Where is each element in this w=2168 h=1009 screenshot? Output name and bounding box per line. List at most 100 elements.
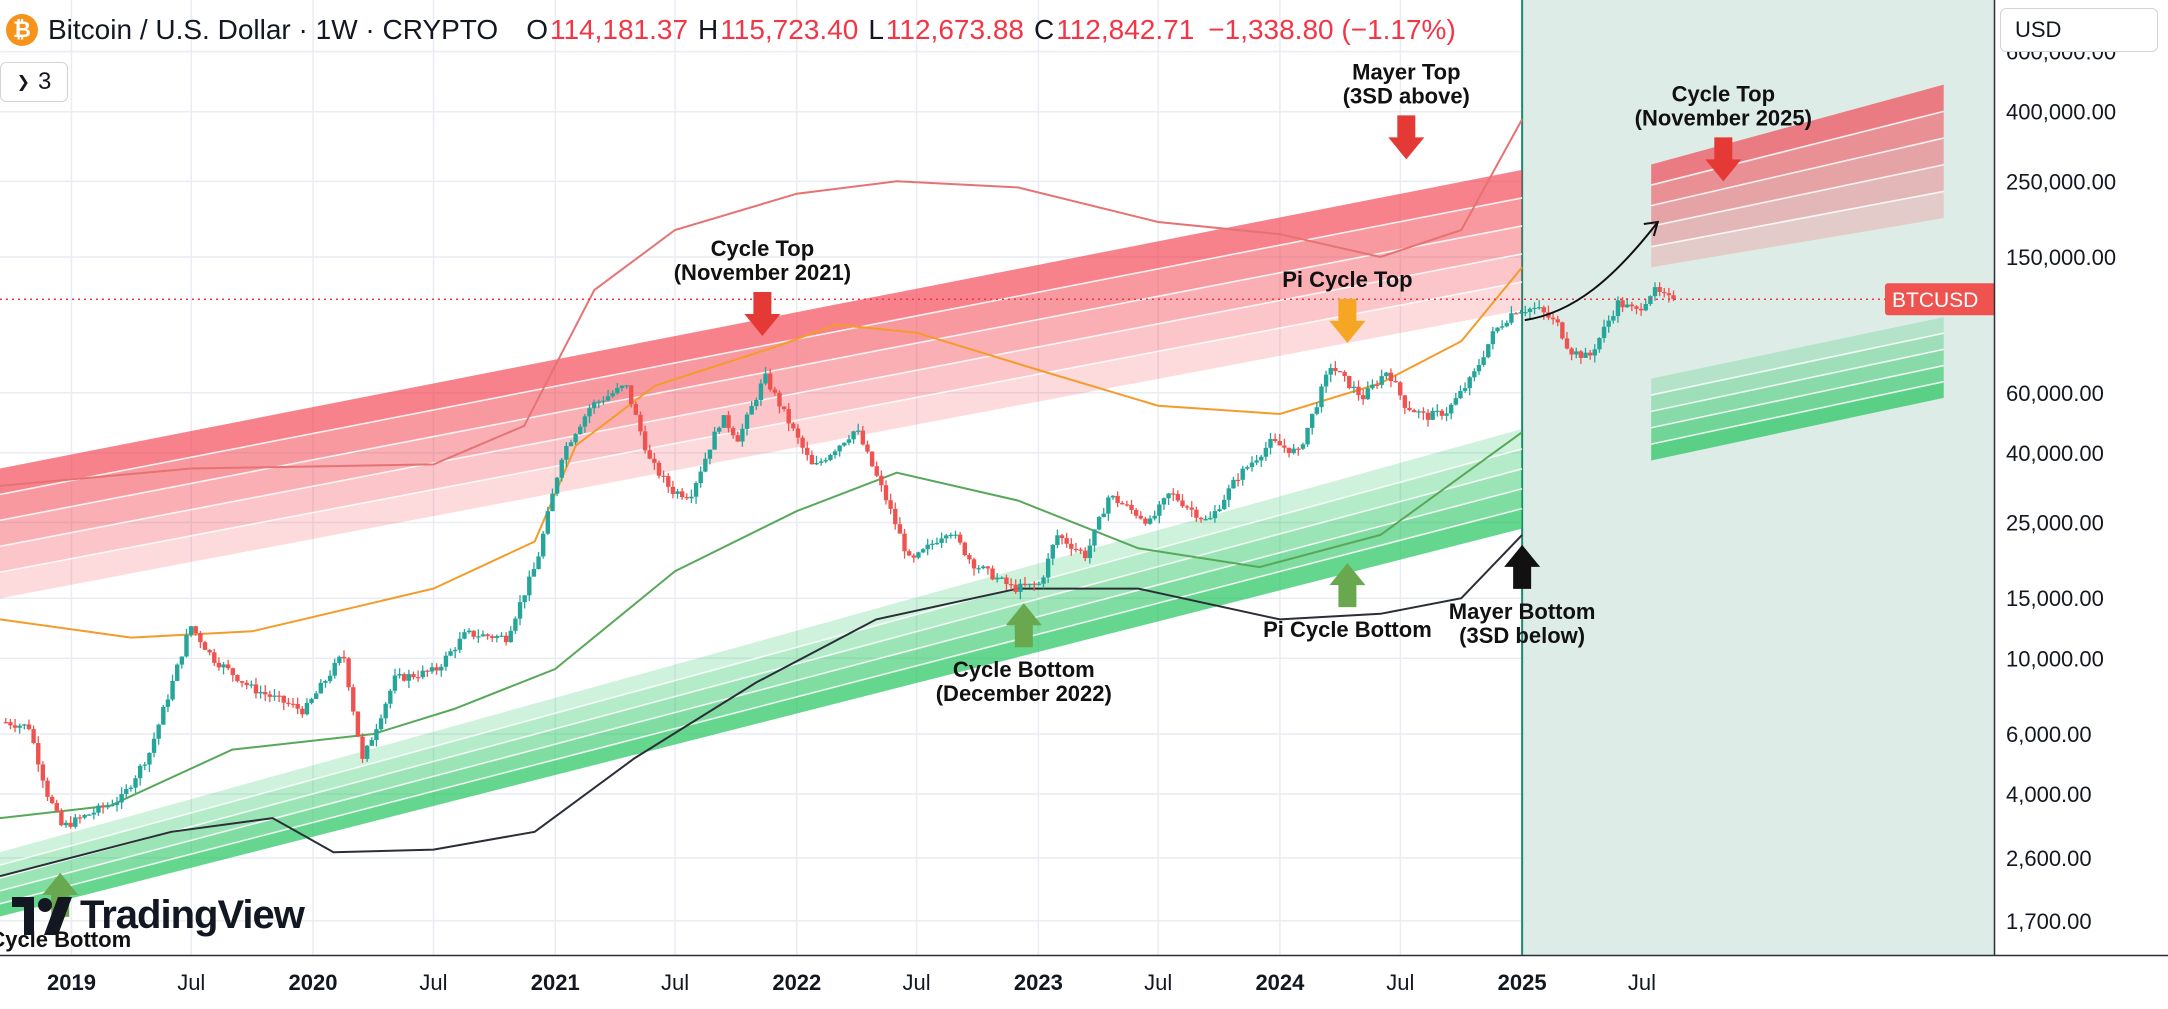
x-tick-label: 2023 (1014, 970, 1063, 995)
candle-body (503, 635, 509, 643)
candle-body (749, 406, 754, 415)
band-divider (0, 225, 1523, 522)
candle-body (1495, 327, 1500, 332)
candle-body (638, 414, 643, 432)
projection-arrow-line (1524, 221, 1659, 322)
change-value: −1,338.80 (−1.17%) (1208, 14, 1456, 45)
candle-body (327, 675, 333, 682)
candle-body (1184, 506, 1190, 508)
candle-body (619, 385, 625, 389)
candle-body (1286, 447, 1292, 454)
annotation-6: Mayer Bottom(3SD below) (1449, 544, 1596, 648)
candle-body (383, 703, 388, 719)
candle-body (573, 434, 578, 443)
candle-body (1439, 410, 1445, 416)
candle-body (652, 458, 657, 463)
candle-body (17, 725, 22, 728)
close-label: C (1033, 14, 1055, 45)
candle-body (601, 400, 606, 402)
candle-body (1027, 583, 1032, 586)
tradingview-logo[interactable]: TradingView (12, 893, 305, 938)
candle-body (1388, 372, 1394, 381)
candle-body (494, 636, 500, 638)
candle-body (161, 706, 166, 725)
y-tick-label: 15,000.00 (2006, 586, 2104, 611)
candle-body (188, 626, 194, 636)
candle-body (1226, 488, 1232, 500)
candle-body (392, 675, 398, 691)
candle-body (1421, 411, 1426, 413)
candle-body (721, 415, 727, 428)
candle-body (1133, 509, 1139, 516)
candle-body (1652, 287, 1658, 297)
candle-body (791, 423, 796, 429)
candle-body (221, 664, 226, 668)
candle-body (364, 745, 370, 759)
candle-body (1541, 307, 1547, 313)
annotation-label: Mayer Bottom (1449, 599, 1596, 624)
band-divider (1651, 380, 1944, 445)
candle-body (137, 765, 143, 779)
candle-body (874, 466, 879, 476)
candle-body (406, 674, 412, 681)
candle-body (230, 668, 236, 676)
candle-body (1212, 511, 1218, 519)
annotation-label: (November 2021) (674, 260, 851, 285)
candle-body (165, 699, 171, 707)
y-tick-label: 4,000.00 (2006, 782, 2092, 807)
high-value: 115,723.40 (720, 14, 859, 45)
tradingview-logo-icon (12, 896, 72, 935)
candle-body (999, 577, 1005, 579)
candle-body (425, 670, 430, 672)
candle-body (351, 687, 356, 712)
band-divider (1651, 364, 1944, 429)
annotation-1: Cycle Top(November 2021) (674, 236, 851, 337)
x-tick-label: 2024 (1255, 970, 1305, 995)
candle-body (1578, 351, 1584, 358)
open-label: O (526, 14, 548, 45)
band-divider (1651, 348, 1944, 413)
x-tick-label: 2019 (47, 970, 96, 995)
candle-body (263, 692, 268, 695)
candle-body (754, 400, 759, 407)
band-strip (1651, 333, 1944, 412)
candle-body (860, 430, 866, 445)
candle-body (119, 794, 124, 803)
candle-body (225, 664, 231, 669)
candle-body (443, 655, 449, 667)
candle-body (313, 693, 319, 699)
candle-body (1161, 498, 1167, 505)
candle-body (1008, 584, 1014, 586)
candle-body (744, 414, 750, 429)
overlay-line-1 (0, 266, 1523, 639)
candle-body (893, 508, 898, 525)
candle-body (207, 649, 212, 653)
candle-body (332, 662, 337, 676)
arrow-down-icon (1388, 115, 1425, 160)
last-price-symbol: BTCUSD (1892, 289, 1978, 312)
candle-body (1138, 515, 1143, 519)
candle-body (202, 642, 208, 650)
candle-body (1166, 493, 1171, 499)
annotation-label: Mayer Top (1352, 59, 1460, 84)
currency-selector[interactable]: USD (2000, 8, 2158, 52)
candle-body (944, 535, 949, 539)
candle-body (1486, 344, 1491, 358)
candle-body (281, 695, 286, 703)
candle-body (147, 752, 152, 765)
arrow-up-icon (1329, 563, 1366, 608)
band-strip (0, 508, 1523, 917)
candle-body (253, 684, 259, 694)
indicators-toggle-button[interactable]: ❯ 3 (0, 62, 68, 102)
candle-body (717, 427, 722, 432)
candle-body (1235, 479, 1241, 482)
candle-body (828, 454, 833, 461)
symbol-title[interactable]: Bitcoin / U.S. Dollar · 1W · CRYPTO (48, 14, 499, 45)
candle-body (1347, 375, 1352, 389)
candle-body (96, 805, 101, 813)
candle-body (689, 496, 694, 499)
candle-body (1045, 558, 1051, 578)
